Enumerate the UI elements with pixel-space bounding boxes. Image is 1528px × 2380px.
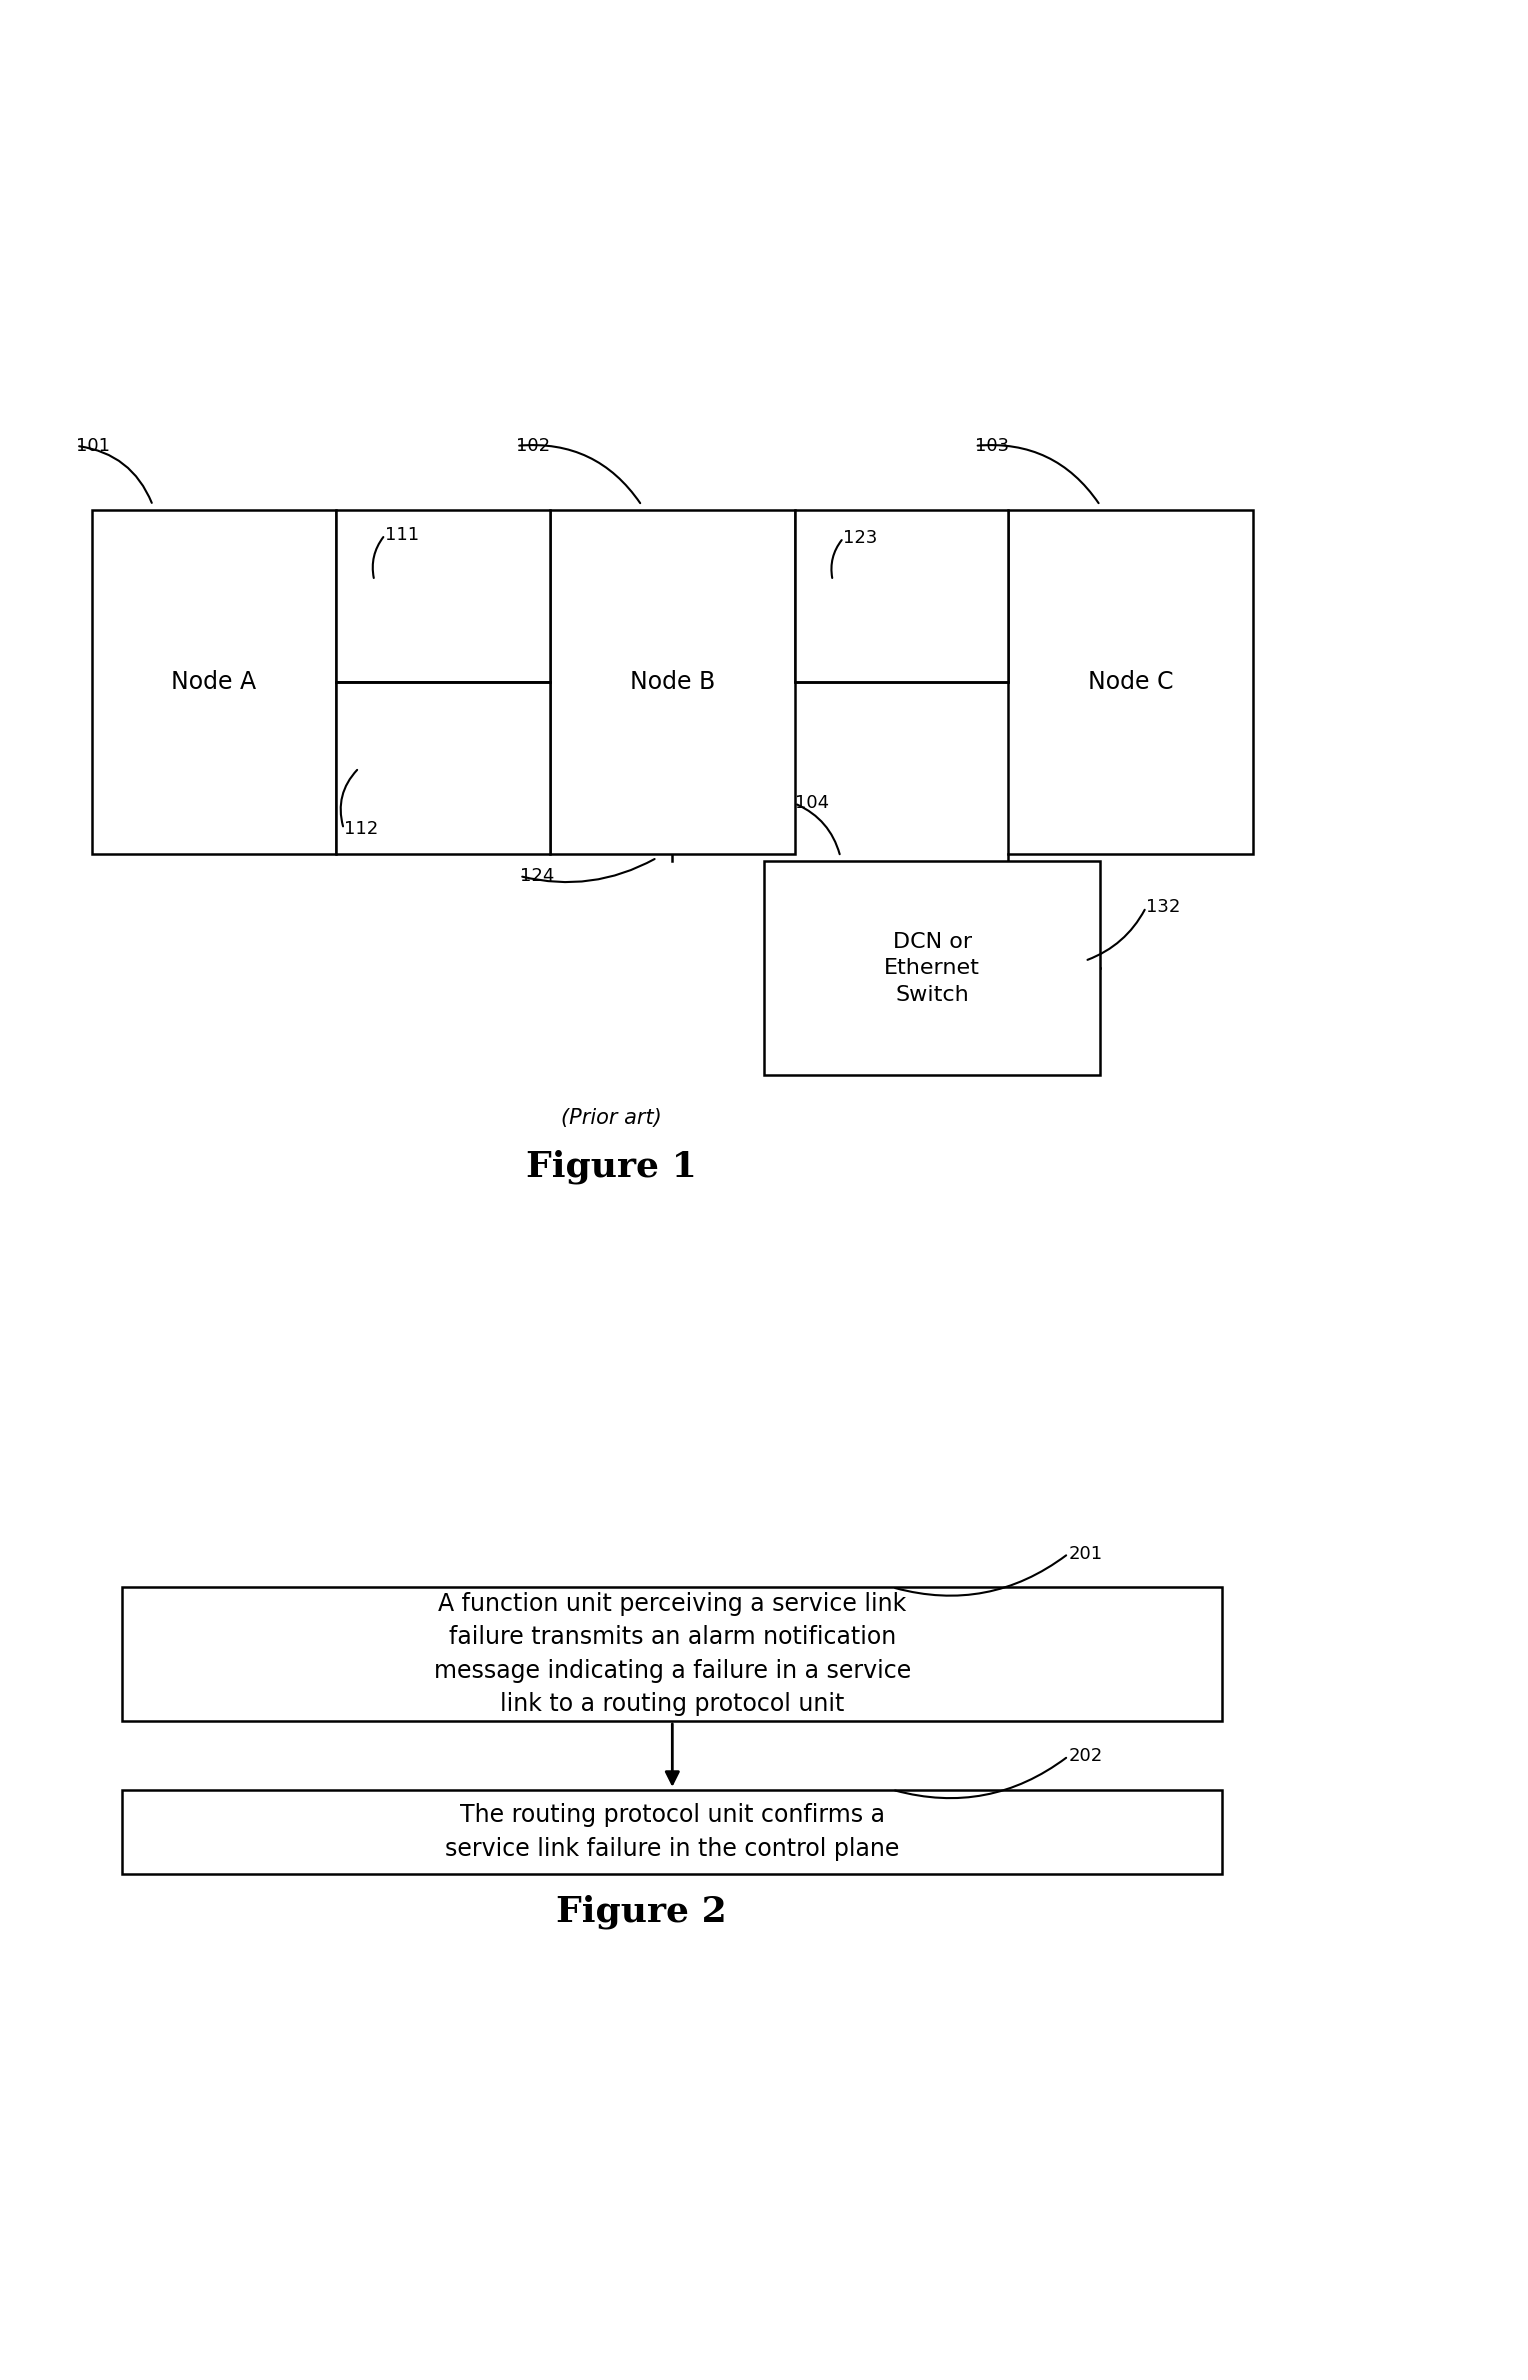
Text: (Prior art): (Prior art) (561, 1109, 662, 1128)
Text: 112: 112 (344, 821, 377, 838)
Text: Node B: Node B (630, 669, 715, 695)
Bar (336, 683, 550, 854)
Text: Figure 1: Figure 1 (526, 1150, 697, 1185)
Text: DCN or
Ethernet
Switch: DCN or Ethernet Switch (885, 933, 979, 1004)
Text: Node C: Node C (1088, 669, 1174, 695)
Text: Node A: Node A (171, 669, 257, 695)
Text: 132: 132 (1146, 897, 1180, 916)
Text: 201: 201 (1068, 1545, 1103, 1564)
Bar (795, 509, 1008, 683)
Bar (122, 1587, 1222, 1721)
Bar (1008, 509, 1253, 854)
Text: Figure 2: Figure 2 (556, 1894, 727, 1930)
Text: 103: 103 (975, 438, 1008, 455)
Text: 202: 202 (1068, 1747, 1103, 1766)
Text: The routing protocol unit confirms a
service link failure in the control plane: The routing protocol unit confirms a ser… (445, 1804, 900, 1861)
Bar (336, 509, 550, 683)
Text: 124: 124 (520, 866, 553, 885)
Text: A function unit perceiving a service link
failure transmits an alarm notificatio: A function unit perceiving a service lin… (434, 1592, 911, 1716)
Text: 123: 123 (843, 528, 877, 547)
Bar (122, 1790, 1222, 1873)
Bar (764, 862, 1100, 1076)
Text: 102: 102 (516, 438, 550, 455)
Text: 104: 104 (795, 795, 828, 812)
Bar (550, 509, 795, 854)
Text: 101: 101 (76, 438, 110, 455)
Text: 111: 111 (385, 526, 419, 545)
Bar (92, 509, 336, 854)
